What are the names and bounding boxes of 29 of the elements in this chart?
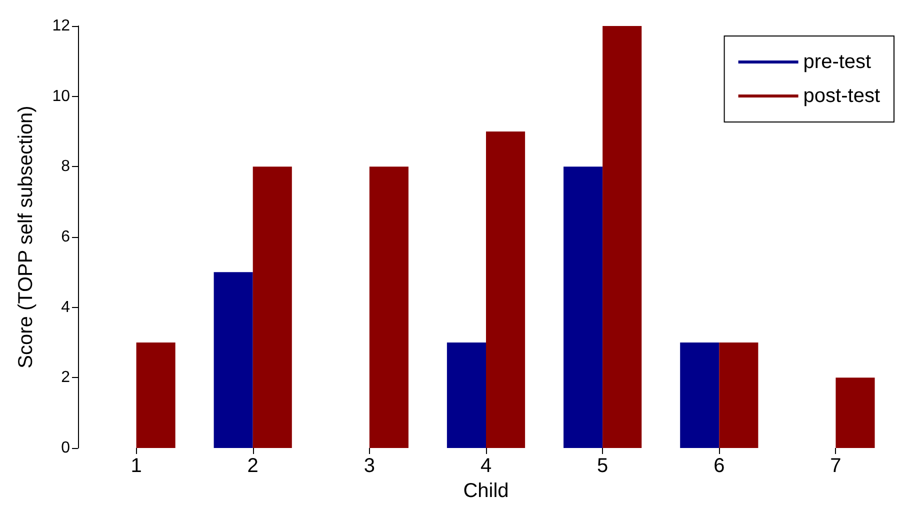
y-tick-label: 2 (61, 369, 70, 386)
y-tick-label: 8 (61, 158, 70, 176)
x-tick-label: 2 (247, 455, 258, 477)
bar (214, 272, 253, 448)
y-axis-title: Score (TOPP self subsection) (15, 106, 37, 368)
x-tick-label: 6 (714, 455, 725, 477)
bar (369, 166, 408, 448)
x-axis-title: Child (463, 480, 509, 502)
bar (486, 132, 526, 448)
bar (446, 342, 486, 448)
x-tick-label: 1 (130, 455, 142, 477)
y-tick-label: 6 (61, 228, 70, 246)
x-tick-label: 7 (830, 455, 842, 477)
bar (136, 342, 176, 448)
x-tick-label: 3 (364, 455, 375, 477)
bar (836, 378, 875, 448)
bar (680, 342, 720, 448)
y-tick-label: 12 (52, 18, 70, 34)
x-tick-label: 5 (597, 455, 608, 477)
y-tick-label: 4 (61, 298, 70, 316)
legend-label: post-test (803, 85, 880, 107)
y-tick-label: 10 (52, 88, 70, 105)
bar (719, 342, 758, 448)
legend-label: pre-test (803, 51, 872, 73)
bar (252, 166, 292, 448)
bar (564, 166, 603, 448)
bar (602, 26, 642, 448)
x-tick-label: 4 (480, 455, 492, 477)
y-tick-label: 0 (61, 440, 70, 456)
